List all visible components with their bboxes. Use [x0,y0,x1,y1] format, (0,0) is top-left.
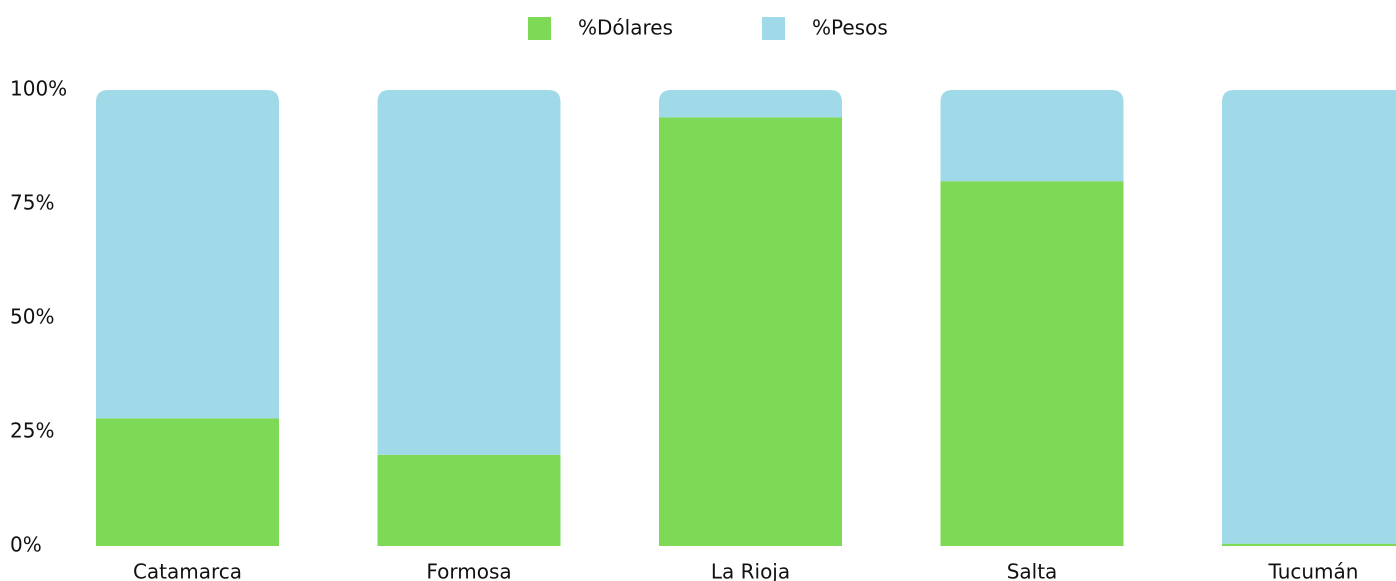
bar-segment [96,90,279,419]
bar-segment [377,90,561,455]
legend-swatch [528,17,551,40]
x-tick-label: Catamarca [133,560,242,581]
y-tick-label: 25% [10,419,54,443]
y-tick-label: 0% [10,533,42,557]
bar-segment [377,454,561,546]
y-tick-label: 50% [10,305,54,329]
y-tick-label: 75% [10,191,54,215]
bar-segment [1222,90,1396,544]
y-tick-label: 100% [10,77,67,101]
bar-segment [940,90,1124,182]
bar-segment [1222,543,1396,546]
bar-segment [940,181,1124,546]
bar-segment [659,117,842,547]
x-tick-label: Formosa [426,560,511,581]
bar-segment [96,418,279,546]
bar-segment [659,90,842,118]
x-tick-label: Tucumán [1268,560,1359,581]
x-tick-label: La Rioja [711,560,790,581]
legend-swatch [762,17,785,40]
legend-label: %Dólares [578,16,673,40]
x-tick-label: Salta [1007,560,1058,581]
legend-label: %Pesos [812,16,888,40]
